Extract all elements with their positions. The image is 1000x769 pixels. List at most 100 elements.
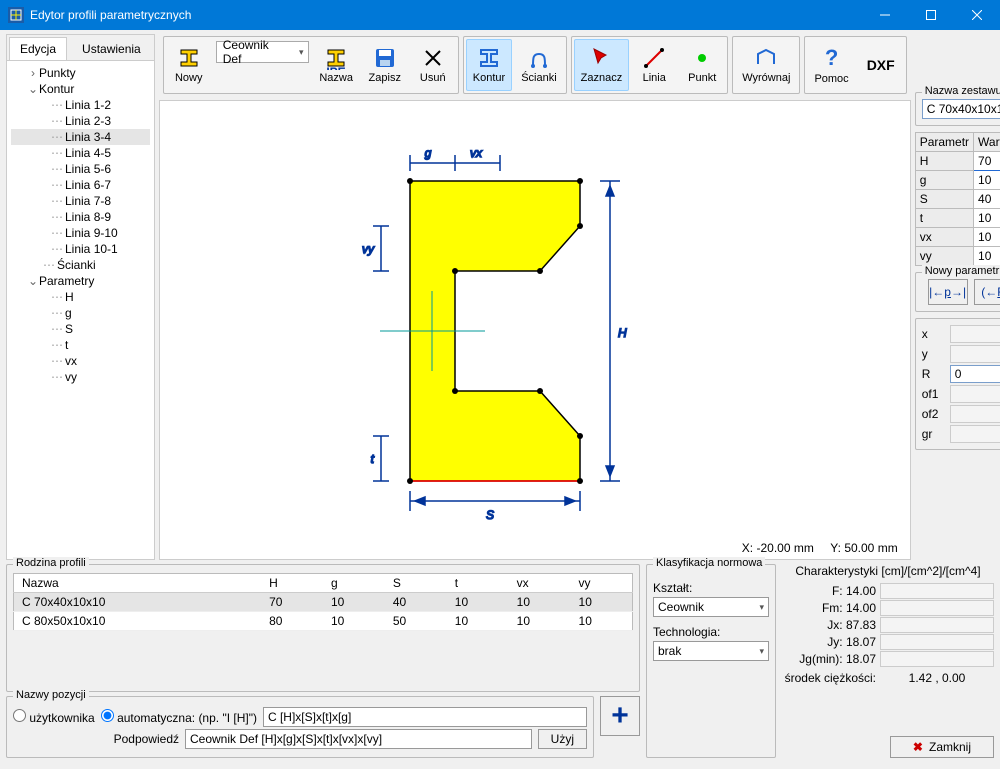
tree-punkty[interactable]: ›Punkty [11, 65, 150, 81]
dxf-button[interactable]: DXF [858, 39, 904, 91]
tree-param[interactable]: ⋯vy [11, 369, 150, 385]
contour-icon [477, 46, 501, 70]
dim-s: S [486, 508, 494, 522]
names-group: Nazwy pozycji użytkownika automatyczna: … [6, 696, 594, 758]
line-icon [642, 46, 666, 70]
tech-combo[interactable]: brak [653, 641, 769, 661]
tree-param[interactable]: ⋯S [11, 321, 150, 337]
tree-line[interactable]: ⋯Linia 9-10 [11, 225, 150, 241]
newparam-group: Nowy parametr |←p→| (←R [915, 272, 1000, 312]
family-group: Rodzina profili NazwaHgStvxvy C 70x40x10… [6, 564, 640, 692]
dim-vx: vx [470, 146, 483, 160]
r-field[interactable]: 0 [950, 365, 1000, 383]
tree-line[interactable]: ⋯Linia 8-9 [11, 209, 150, 225]
tree-line[interactable]: ⋯Linia 7-8 [11, 193, 150, 209]
walls-icon [527, 46, 551, 70]
coord-readout: X: -20.00 mm Y: 50.00 mm [742, 541, 898, 555]
pattern-input[interactable]: C [H]x[S]x[t]x[g] [263, 707, 587, 727]
right-panel: Nazwa zestawu: ParametrWartość H70g10S40… [915, 92, 1000, 560]
maximize-button[interactable] [908, 0, 954, 30]
tree-line[interactable]: ⋯Linia 2-3 [11, 113, 150, 129]
left-panel: Edycja Ustawienia ›Punkty ⌄Kontur ⋯Linia… [6, 34, 155, 560]
tree-line[interactable]: ⋯Linia 3-4 [11, 129, 150, 145]
setname-group: Nazwa zestawu: [915, 92, 1000, 126]
param-table[interactable]: ParametrWartość H70g10S40t10vx10vy10 [915, 132, 1000, 266]
tree-param[interactable]: ⋯g [11, 305, 150, 321]
setname-input[interactable] [922, 99, 1000, 119]
nazwa-button[interactable]: IPE Nazwa [313, 39, 360, 91]
hint-input[interactable]: Ceownik Def [H]x[g]x[S]x[t]x[vx]x[vy] [185, 729, 532, 749]
help-icon: ? [825, 45, 838, 71]
characteristics: Charakterystyki [cm]/[cm^2]/[cm^4] F: 14… [782, 564, 994, 758]
tree-line[interactable]: ⋯Linia 10-1 [11, 241, 150, 257]
window-title: Edytor profili parametrycznych [30, 8, 862, 22]
wyrownaj-button[interactable]: Wyrównaj [735, 39, 797, 91]
save-icon [373, 46, 397, 70]
automatyczna-radio[interactable]: automatyczna: (np. "I [H]") [101, 709, 257, 725]
close-icon: ✖ [913, 740, 923, 754]
dim-h: H [618, 326, 627, 340]
tab-ustawienia[interactable]: Ustawienia [71, 37, 152, 60]
tree-parametry[interactable]: ⌄Parametry [11, 273, 150, 289]
zapisz-button[interactable]: Zapisz [362, 39, 408, 91]
cursor-icon [589, 46, 613, 70]
app-icon [8, 7, 24, 23]
profile-combo[interactable]: Ceownik Def [216, 41, 309, 63]
param-p-button[interactable]: |←p→| [928, 279, 968, 305]
tree-param[interactable]: ⋯vx [11, 353, 150, 369]
tree-kontur[interactable]: ⌄Kontur [11, 81, 150, 97]
newparam-label: Nowy parametr [922, 265, 1000, 277]
dim-g: g [424, 146, 431, 160]
table-row[interactable]: C 80x50x10x10801050101010 [14, 612, 633, 631]
setname-label: Nazwa zestawu: [922, 85, 1000, 97]
punkt-button[interactable]: Punkt [679, 39, 725, 91]
of2-field [950, 405, 1000, 423]
y-field [950, 345, 1000, 363]
kontur-button[interactable]: Kontur [466, 39, 512, 91]
center-panel: Nowy Ceownik Def IPE Nazwa Zapisz Usuń [159, 34, 911, 560]
zamknij-button[interactable]: ✖ Zamknij [890, 736, 994, 758]
ibeam-icon [177, 46, 201, 70]
point-icon [690, 46, 714, 70]
dim-vy: vy [362, 242, 375, 256]
tab-edycja[interactable]: Edycja [9, 37, 67, 60]
tree-line[interactable]: ⋯Linia 6-7 [11, 177, 150, 193]
ipe-icon: IPE [324, 46, 348, 70]
tree-param[interactable]: ⋯t [11, 337, 150, 353]
minimize-button[interactable] [862, 0, 908, 30]
nowy-button[interactable]: Nowy [166, 39, 212, 91]
uzyj-button[interactable]: Użyj [538, 729, 587, 749]
x-field [950, 325, 1000, 343]
canvas[interactable]: H S g vx vy [159, 100, 911, 560]
tree-line[interactable]: ⋯Linia 4-5 [11, 145, 150, 161]
table-row[interactable]: C 70x40x10x10701040101010 [14, 593, 633, 612]
plus-icon: + [611, 699, 629, 733]
left-tabs: Edycja Ustawienia [7, 35, 154, 61]
titlebar: Edytor profili parametrycznych [0, 0, 1000, 30]
linia-button[interactable]: Linia [631, 39, 677, 91]
svg-text:IPE: IPE [326, 65, 345, 70]
tree-param[interactable]: ⋯H [11, 289, 150, 305]
param-r-button[interactable]: (←R [974, 279, 1000, 305]
align-icon [754, 46, 778, 70]
tree-line[interactable]: ⋯Linia 1-2 [11, 97, 150, 113]
klass-group: Klasyfikacja normowa Kształt: Ceownik Te… [646, 564, 776, 758]
add-button[interactable]: + [600, 696, 640, 736]
delete-icon [421, 46, 445, 70]
dim-t: t [370, 452, 374, 466]
tree[interactable]: ›Punkty ⌄Kontur ⋯Linia 1-2⋯Linia 2-3⋯Lin… [7, 61, 154, 559]
toolbar: Nowy Ceownik Def IPE Nazwa Zapisz Usuń [159, 34, 911, 96]
family-table[interactable]: NazwaHgStvxvy C 70x40x10x10701040101010C… [13, 573, 633, 631]
usun-button[interactable]: Usuń [410, 39, 456, 91]
pomoc-button[interactable]: ? Pomoc [807, 39, 855, 91]
gr-field [950, 425, 1000, 443]
dxf-icon: DXF [867, 57, 895, 73]
scianki-button[interactable]: Ścianki [514, 39, 563, 91]
tree-line[interactable]: ⋯Linia 5-6 [11, 161, 150, 177]
close-window-button[interactable] [954, 0, 1000, 30]
tree-scianki[interactable]: ⋯Ścianki [11, 257, 150, 273]
of1-field [950, 385, 1000, 403]
ksztalt-combo[interactable]: Ceownik [653, 597, 769, 617]
uzytkownika-radio[interactable]: użytkownika [13, 709, 95, 725]
zaznacz-button[interactable]: Zaznacz [574, 39, 630, 91]
